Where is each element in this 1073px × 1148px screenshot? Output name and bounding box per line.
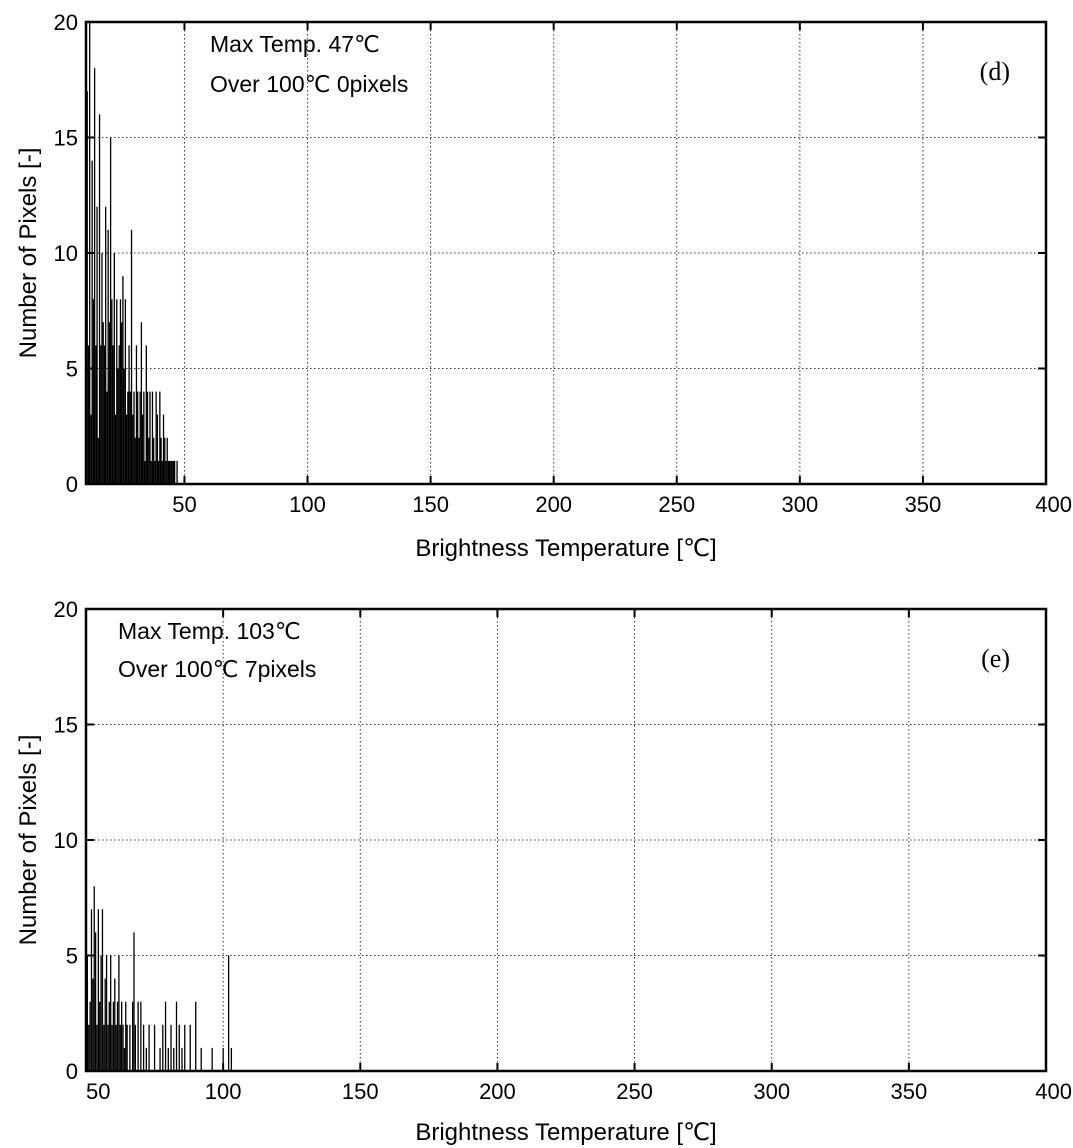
x-tick-label: 100 [205, 1079, 242, 1104]
y-tick-label: 10 [54, 241, 78, 266]
y-tick-label: 5 [66, 357, 78, 382]
y-tick-labels-d: 0 5 10 15 20 [54, 10, 78, 497]
x-tick-label: 250 [616, 1079, 653, 1104]
annotation-max-temp-e: Max Temp. 103℃ [118, 618, 301, 644]
grid-d [86, 22, 1046, 484]
x-tick-label: 50 [172, 492, 196, 517]
x-tick-label: 350 [905, 492, 942, 517]
ticks-d [86, 21, 1047, 485]
x-tick-label: 400 [1035, 1079, 1072, 1104]
y-tick-label: 15 [54, 126, 78, 151]
annotation-over-100-d: Over 100℃ 0pixels [210, 71, 408, 97]
x-tick-label: 50 [86, 1079, 110, 1104]
y-tick-labels-e: 0 5 10 15 20 [54, 597, 78, 1084]
x-axis-label-e: Brightness Temperature [℃] [415, 1119, 716, 1146]
x-tick-label: 100 [289, 492, 326, 517]
y-axis-label-d: Number of Pixels [-] [15, 148, 42, 359]
y-tick-label: 15 [54, 713, 78, 738]
x-tick-label: 300 [781, 492, 818, 517]
x-tick-label: 250 [658, 492, 695, 517]
x-tick-label: 350 [890, 1079, 927, 1104]
bars-e [86, 886, 233, 1071]
x-tick-label: 200 [479, 1079, 516, 1104]
x-tick-label: 200 [535, 492, 572, 517]
panel-label-d: (d) [980, 57, 1010, 86]
x-tick-label: 300 [753, 1079, 790, 1104]
x-tick-label: 150 [412, 492, 449, 517]
ticks-e [85, 608, 1047, 1072]
x-tick-label: 150 [342, 1079, 379, 1104]
grid-e [86, 609, 1046, 1071]
annotation-max-temp-d: Max Temp. 47℃ [210, 31, 380, 57]
panel-label-e: (e) [981, 644, 1010, 673]
histogram-panel-d: 50 100 150 200 250 300 350 400 0 5 10 15 20 Max Tem… [15, 10, 1072, 562]
y-tick-label: 0 [66, 472, 78, 497]
histogram-panel-e: 50 100 150 200 250 300 350 400 0 5 10 15 20 Max Tem… [15, 597, 1072, 1146]
annotation-over-100-e: Over 100℃ 7pixels [118, 656, 316, 682]
x-tick-labels-d: 50 100 150 200 250 300 350 400 [172, 492, 1072, 517]
y-tick-label: 20 [54, 597, 78, 622]
y-tick-label: 10 [54, 828, 78, 853]
x-tick-label: 400 [1035, 492, 1072, 517]
y-axis-label-e: Number of Pixels [-] [15, 735, 42, 946]
y-tick-label: 0 [66, 1059, 78, 1084]
y-tick-label: 20 [54, 10, 78, 35]
x-tick-labels-e: 50 100 150 200 250 300 350 400 [86, 1079, 1072, 1104]
y-tick-label: 5 [66, 944, 78, 969]
x-axis-label-d: Brightness Temperature [℃] [415, 535, 716, 562]
